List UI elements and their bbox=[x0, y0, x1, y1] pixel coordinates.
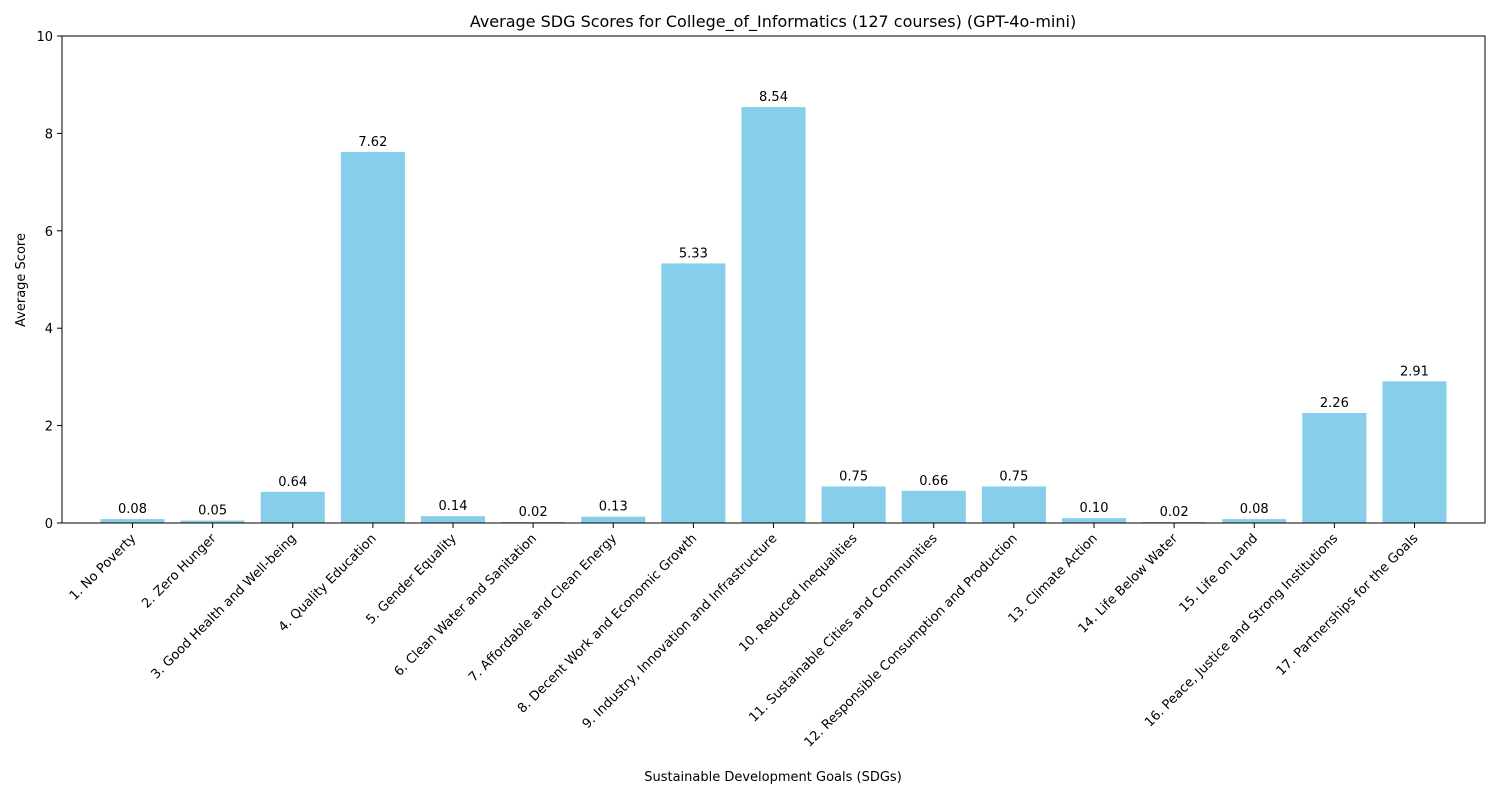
data-label-sdg-6: 0.02 bbox=[519, 505, 548, 520]
x-tick-label-sdg-8: 8. Decent Work and Economic Growth bbox=[515, 531, 700, 716]
chart-title: Average SDG Scores for College_of_Inform… bbox=[470, 12, 1076, 32]
bars-layer bbox=[100, 107, 1447, 523]
data-labels-layer: 0.08 0.05 0.64 7.62 0.14 0.02 0.13 5.33 8.54 0.75… bbox=[118, 90, 1429, 520]
data-label-sdg-7: 0.13 bbox=[599, 500, 628, 515]
data-label-sdg-5: 0.14 bbox=[439, 499, 468, 514]
bar-sdg-5 bbox=[420, 516, 486, 523]
data-label-sdg-16: 2.26 bbox=[1320, 396, 1349, 411]
data-label-sdg-9: 8.54 bbox=[759, 90, 788, 105]
data-label-sdg-8: 5.33 bbox=[679, 246, 708, 261]
y-tick-label: 0 bbox=[45, 517, 53, 532]
y-tick-label: 10 bbox=[36, 30, 53, 45]
x-axis-title: Sustainable Development Goals (SDGs) bbox=[644, 770, 902, 785]
data-label-sdg-12: 0.75 bbox=[999, 469, 1028, 484]
bar-sdg-10 bbox=[821, 486, 886, 523]
data-label-sdg-17: 2.91 bbox=[1400, 364, 1429, 379]
data-label-sdg-1: 0.08 bbox=[118, 502, 147, 517]
x-tick-label-sdg-1: 1. No Poverty bbox=[67, 531, 140, 604]
bar-sdg-3 bbox=[260, 491, 325, 523]
x-tick-label-sdg-7: 7. Affordable and Clean Energy bbox=[466, 531, 620, 685]
x-tick-label-sdg-2: 2. Zero Hunger bbox=[139, 531, 220, 612]
y-tick-label: 2 bbox=[45, 420, 53, 435]
data-label-sdg-13: 0.10 bbox=[1080, 501, 1109, 516]
bar-sdg-7 bbox=[581, 516, 646, 523]
bar-sdg-17 bbox=[1382, 381, 1447, 523]
bar-sdg-4 bbox=[340, 151, 405, 523]
bar-sdg-9 bbox=[741, 107, 806, 523]
data-label-sdg-15: 0.08 bbox=[1240, 502, 1269, 517]
x-tick-label-sdg-5: 5. Gender Equality bbox=[363, 531, 460, 628]
data-label-sdg-14: 0.02 bbox=[1160, 505, 1189, 520]
bar-sdg-13 bbox=[1061, 518, 1127, 523]
data-label-sdg-4: 7.62 bbox=[358, 135, 387, 150]
y-tick-label: 6 bbox=[45, 225, 53, 240]
bar-sdg-15 bbox=[1222, 519, 1287, 523]
x-tick-label-sdg-11: 11. Sustainable Cities and Communities bbox=[746, 531, 940, 725]
x-tick-label-sdg-13: 13. Climate Action bbox=[1006, 531, 1101, 626]
bar-sdg-11 bbox=[901, 490, 966, 523]
bar-sdg-12 bbox=[981, 486, 1046, 523]
data-label-sdg-2: 0.05 bbox=[198, 504, 227, 519]
data-label-sdg-10: 0.75 bbox=[839, 469, 868, 484]
x-tick-label-sdg-3: 3. Good Health and Well-being bbox=[148, 531, 299, 682]
bar-sdg-16 bbox=[1302, 412, 1367, 523]
y-tick-label: 4 bbox=[45, 322, 53, 337]
bar-sdg-1 bbox=[100, 519, 165, 523]
x-tick-label-sdg-17: 17. Partnerships for the Goals bbox=[1274, 531, 1422, 679]
bar-sdg-8 bbox=[661, 263, 726, 523]
plot-frame bbox=[61, 35, 1486, 524]
data-label-sdg-11: 0.66 bbox=[919, 474, 948, 489]
data-label-sdg-3: 0.64 bbox=[278, 475, 307, 490]
y-axis: 0 2 4 6 8 10 bbox=[36, 30, 62, 532]
y-axis-title: Average Score bbox=[14, 233, 29, 327]
x-tick-label-sdg-6: 6. Clean Water and Sanitation bbox=[392, 531, 540, 679]
y-tick-label: 8 bbox=[45, 127, 53, 142]
bar-sdg-2 bbox=[180, 520, 245, 523]
x-tick-label-sdg-15: 15. Life on Land bbox=[1177, 531, 1261, 615]
